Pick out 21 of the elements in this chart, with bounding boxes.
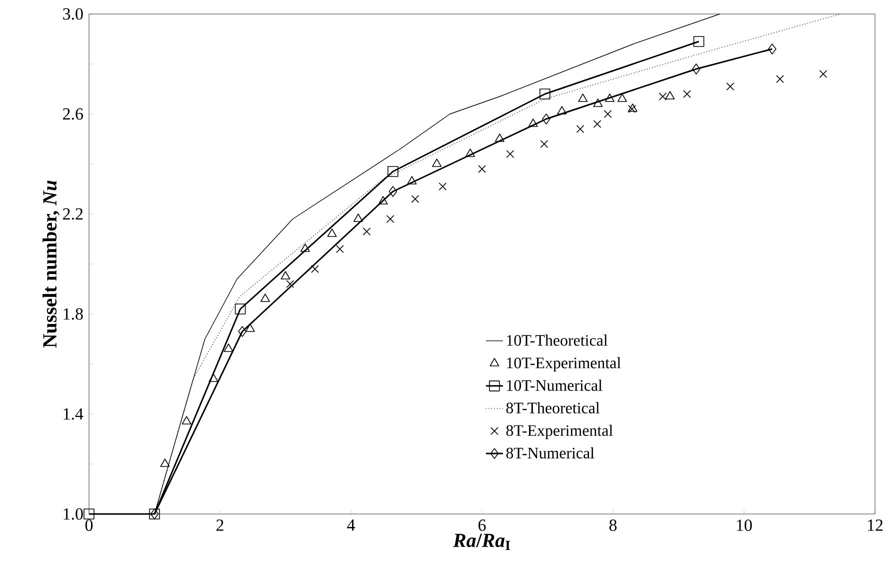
y-tick-label: 3.0 bbox=[63, 8, 83, 20]
legend-label: 10T-Experimental bbox=[507, 357, 621, 372]
legend-label: 10T-Numerical bbox=[507, 380, 602, 391]
x-tick-label: 6 bbox=[478, 520, 486, 531]
x-tick-label: 2 bbox=[216, 520, 224, 531]
x-tick-label: 12 bbox=[868, 520, 883, 531]
x-tick-label: 4 bbox=[347, 520, 355, 531]
y-tick-label: 1.0 bbox=[64, 508, 83, 520]
y-tick-label: 2.6 bbox=[63, 108, 83, 120]
y-tick-label: 2.2 bbox=[63, 208, 83, 220]
x-tick-label: 0 bbox=[85, 520, 93, 531]
legend-label: 8T-Experimental bbox=[506, 424, 613, 440]
legend-label: 10T-Theoretical bbox=[507, 334, 608, 346]
x-tick-label: 8 bbox=[609, 520, 617, 531]
y-tick-label: 1.8 bbox=[64, 308, 83, 320]
y-tick-label: 1.4 bbox=[64, 408, 84, 420]
legend-label: 8T-Theoretical bbox=[506, 402, 600, 414]
legend-label: 8T-Numerical bbox=[506, 447, 594, 458]
y-axis-title: Nusselt number, Nu bbox=[42, 180, 60, 348]
x-tick-label: 10 bbox=[737, 520, 752, 531]
x-axis-title: Ra/Ra$_{I}$ bbox=[452, 534, 510, 550]
